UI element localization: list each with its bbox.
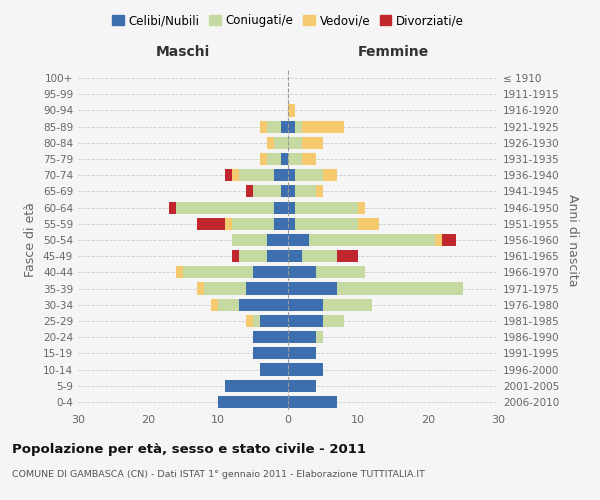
Bar	[176, 202, 274, 213]
Bar	[183, 266, 253, 278]
Bar	[260, 364, 288, 376]
Bar	[169, 202, 176, 213]
Bar	[260, 153, 267, 165]
Bar	[267, 234, 288, 246]
Bar	[288, 348, 316, 360]
Bar	[288, 331, 316, 343]
Bar	[288, 218, 295, 230]
Bar	[281, 120, 288, 132]
Bar	[288, 315, 323, 327]
Bar	[288, 153, 302, 165]
Bar	[176, 266, 183, 278]
Bar	[267, 250, 288, 262]
Bar	[358, 218, 379, 230]
Text: COMUNE DI GAMBASCA (CN) - Dati ISTAT 1° gennaio 2011 - Elaborazione TUTTITALIA.I: COMUNE DI GAMBASCA (CN) - Dati ISTAT 1° …	[12, 470, 425, 479]
Bar	[253, 348, 288, 360]
Bar	[288, 396, 337, 408]
Bar	[288, 380, 316, 392]
Bar	[232, 169, 239, 181]
Bar	[288, 104, 295, 117]
Bar	[211, 298, 218, 311]
Bar	[309, 234, 435, 246]
Bar	[302, 120, 344, 132]
Bar	[246, 186, 253, 198]
Bar	[288, 186, 295, 198]
Bar	[295, 169, 323, 181]
Bar	[302, 137, 323, 149]
Bar	[253, 331, 288, 343]
Bar	[323, 315, 344, 327]
Bar	[253, 315, 260, 327]
Bar	[288, 137, 302, 149]
Bar	[358, 202, 365, 213]
Bar	[337, 250, 358, 262]
Bar	[232, 234, 267, 246]
Text: Femmine: Femmine	[358, 44, 428, 59]
Legend: Celibi/Nubili, Coniugati/e, Vedovi/e, Divorziati/e: Celibi/Nubili, Coniugati/e, Vedovi/e, Di…	[109, 11, 467, 31]
Bar	[295, 202, 358, 213]
Bar	[274, 202, 288, 213]
Bar	[316, 186, 323, 198]
Bar	[288, 364, 323, 376]
Bar	[295, 186, 316, 198]
Bar	[288, 169, 295, 181]
Text: Popolazione per età, sesso e stato civile - 2011: Popolazione per età, sesso e stato civil…	[12, 442, 366, 456]
Bar	[288, 282, 337, 294]
Bar	[302, 250, 337, 262]
Bar	[281, 153, 288, 165]
Bar	[288, 202, 295, 213]
Bar	[288, 266, 316, 278]
Bar	[239, 250, 267, 262]
Bar	[225, 380, 288, 392]
Y-axis label: Fasce di età: Fasce di età	[25, 202, 37, 278]
Bar	[295, 218, 358, 230]
Bar	[260, 315, 288, 327]
Bar	[218, 396, 288, 408]
Bar	[323, 169, 337, 181]
Y-axis label: Anni di nascita: Anni di nascita	[566, 194, 579, 286]
Bar	[316, 331, 323, 343]
Text: Maschi: Maschi	[156, 44, 210, 59]
Bar	[239, 169, 274, 181]
Bar	[288, 120, 295, 132]
Bar	[253, 186, 281, 198]
Bar	[246, 282, 288, 294]
Bar	[274, 137, 288, 149]
Bar	[225, 169, 232, 181]
Bar	[281, 186, 288, 198]
Bar	[239, 298, 288, 311]
Bar	[267, 120, 281, 132]
Bar	[274, 218, 288, 230]
Bar	[218, 298, 239, 311]
Bar	[267, 153, 281, 165]
Bar	[442, 234, 456, 246]
Bar	[288, 298, 323, 311]
Bar	[302, 153, 316, 165]
Bar	[204, 282, 246, 294]
Bar	[274, 169, 288, 181]
Bar	[232, 250, 239, 262]
Bar	[337, 282, 463, 294]
Bar	[197, 282, 204, 294]
Bar	[288, 250, 302, 262]
Bar	[267, 137, 274, 149]
Bar	[323, 298, 372, 311]
Bar	[435, 234, 442, 246]
Bar	[260, 120, 267, 132]
Bar	[246, 315, 253, 327]
Bar	[295, 120, 302, 132]
Bar	[197, 218, 225, 230]
Bar	[316, 266, 365, 278]
Bar	[288, 234, 309, 246]
Bar	[225, 218, 232, 230]
Bar	[253, 266, 288, 278]
Bar	[232, 218, 274, 230]
